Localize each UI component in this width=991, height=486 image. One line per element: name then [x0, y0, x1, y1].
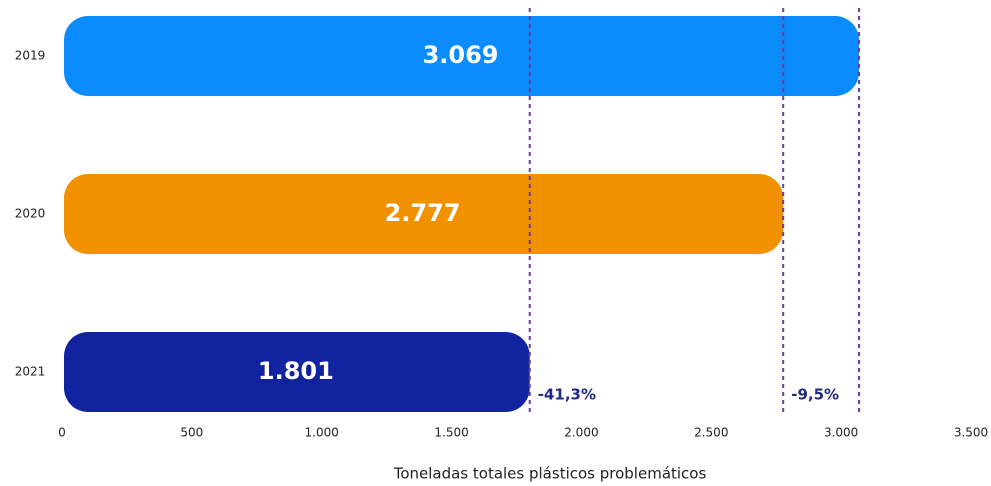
x-tick-label: 2.500 — [694, 426, 728, 440]
bar — [64, 16, 860, 96]
bar — [64, 174, 784, 254]
annotation: -41,3% — [538, 386, 596, 404]
x-axis-label: Toneladas totales plásticos problemático… — [393, 465, 707, 483]
x-tick-label: 2.000 — [564, 426, 598, 440]
x-tick-label: 0 — [58, 426, 66, 440]
x-tick-label: 3.000 — [824, 426, 858, 440]
x-tick-label: 1.500 — [434, 426, 468, 440]
value-label: 1.801 — [258, 357, 334, 385]
bar — [64, 332, 530, 412]
y-tick-label: 2019 — [15, 49, 46, 63]
x-tick-label: 1.000 — [305, 426, 339, 440]
y-tick-label: 2020 — [15, 207, 46, 221]
y-tick-label: 2021 — [15, 365, 46, 379]
annotation: -9,5% — [791, 386, 839, 404]
x-tick-label: 3.500 — [954, 426, 988, 440]
value-label: 3.069 — [423, 41, 499, 69]
x-tick-label: 500 — [180, 426, 203, 440]
value-label: 2.777 — [385, 199, 461, 227]
